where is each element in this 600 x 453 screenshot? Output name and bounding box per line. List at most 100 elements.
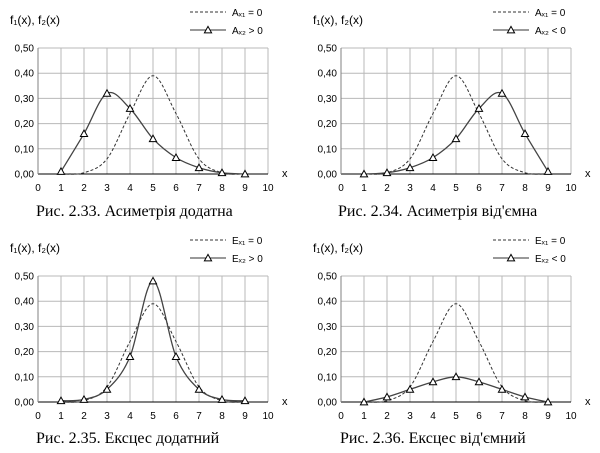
x-tick-label: 3: [407, 411, 413, 422]
x-tick-label: 8: [219, 183, 225, 194]
x-tick-label: 4: [127, 183, 133, 194]
data-point-marker: [171, 152, 181, 161]
y-tick-label: 0,10: [15, 372, 35, 383]
x-tick-label: 2: [81, 183, 87, 194]
y-axis-label: f₁(x), f₂(x): [10, 13, 60, 27]
chart-caption: Рис. 2.33. Асиметрія додатна: [36, 203, 233, 220]
x-tick-label: 5: [453, 183, 459, 194]
y-tick-label: 0,00: [318, 170, 338, 181]
y-tick-label: 0,00: [15, 170, 35, 181]
x-tick-label: 8: [522, 183, 528, 194]
x-tick-label: 6: [173, 183, 179, 194]
x-tick-label: 8: [522, 411, 528, 422]
y-tick-label: 0,40: [15, 69, 35, 80]
y-tick-label: 0,20: [318, 119, 338, 130]
x-tick-label: 7: [499, 183, 505, 194]
data-point-marker: [382, 168, 392, 177]
data-point-marker: [56, 166, 66, 175]
data-point-marker: [382, 392, 392, 401]
series-line-reference: [363, 303, 549, 403]
x-tick-label: 9: [545, 411, 551, 422]
data-point-marker: [79, 394, 89, 403]
legend-marker: [203, 253, 213, 262]
x-tick-label: 0: [35, 183, 41, 194]
y-tick-label: 0,10: [318, 372, 338, 383]
x-tick-label: 7: [196, 183, 202, 194]
y-tick-label: 0,40: [318, 297, 338, 308]
x-axis-label: x: [282, 396, 288, 408]
data-point-marker: [79, 129, 89, 138]
x-tick-label: 0: [338, 183, 344, 194]
x-tick-label: 4: [127, 411, 133, 422]
legend-label: Eₓ₂ > 0: [232, 254, 263, 265]
y-tick-label: 0,40: [15, 297, 35, 308]
data-point-marker: [217, 168, 227, 177]
y-axis-label: f₁(x), f₂(x): [313, 13, 363, 27]
y-tick-label: 0,20: [15, 119, 35, 130]
x-tick-label: 1: [361, 411, 367, 422]
x-tick-label: 5: [150, 411, 156, 422]
legend-label: Eₓ₁ = 0: [232, 236, 263, 247]
x-axis-label: x: [282, 168, 288, 180]
data-point-marker: [171, 352, 181, 361]
data-point-marker: [359, 169, 369, 178]
chart-caption: Рис. 2.34. Асиметрія від'ємна: [338, 203, 538, 220]
data-point-marker: [148, 134, 158, 143]
chart-svg: 0 1 2 3 4 5 6 7 8 9 10 0,00 0,10 0,20 0,30 0,40 0,50 f₁(x…: [313, 8, 591, 194]
data-point-marker: [543, 166, 553, 175]
data-point-marker: [405, 163, 415, 172]
data-point-marker: [451, 372, 461, 381]
data-point-marker: [194, 163, 204, 172]
legend-label: Aₓ₁ = 0: [535, 8, 566, 19]
y-tick-label: 0,30: [15, 322, 35, 333]
data-point-marker: [428, 377, 438, 386]
chart-svg: 0 1 2 3 4 5 6 7 8 9 10 0,00 0,10 0,20 0,30 0,40 0,50 f₁(x…: [10, 8, 288, 194]
chart-panel-asymmetry-negative: 0 1 2 3 4 5 6 7 8 9 10 0,00 0,10 0,20 0,30 0,40 0,50 f₁(x…: [303, 0, 598, 200]
x-tick-label: 6: [173, 411, 179, 422]
y-tick-label: 0,20: [15, 347, 35, 358]
x-tick-label: 4: [430, 411, 436, 422]
data-point-marker: [520, 129, 530, 138]
data-point-marker: [359, 397, 369, 406]
data-point-marker: [520, 392, 530, 401]
chart-svg: 0 1 2 3 4 5 6 7 8 9 10 0,00 0,10 0,20 0,30 0,40 0,50 f₁(x…: [313, 236, 591, 422]
data-point-marker: [102, 88, 112, 97]
series-line-reference: [363, 75, 549, 175]
x-tick-label: 10: [262, 411, 274, 422]
legend-label: Aₓ₁ = 0: [232, 8, 263, 19]
data-point-marker: [428, 152, 438, 161]
data-point-marker: [497, 88, 507, 97]
x-tick-label: 9: [242, 411, 248, 422]
data-point-marker: [405, 384, 415, 393]
legend-marker: [506, 25, 516, 34]
x-tick-label: 5: [150, 183, 156, 194]
x-tick-label: 2: [384, 411, 390, 422]
series-line-reference: [60, 303, 246, 403]
x-tick-label: 1: [58, 183, 64, 194]
chart-panel-kurtosis-positive: 0 1 2 3 4 5 6 7 8 9 10 0,00 0,10 0,20 0,30 0,40 0,50 f₁(x…: [0, 228, 295, 428]
data-point-marker: [102, 384, 112, 393]
y-tick-label: 0,10: [318, 144, 338, 155]
chart-caption: Рис. 2.35. Ексцес додатний: [36, 430, 220, 447]
x-tick-label: 0: [338, 411, 344, 422]
x-tick-label: 7: [499, 411, 505, 422]
y-tick-label: 0,00: [318, 398, 338, 409]
y-axis-label: f₁(x), f₂(x): [10, 241, 60, 255]
legend-marker: [203, 25, 213, 34]
y-tick-label: 0,30: [318, 94, 338, 105]
data-point-marker: [474, 103, 484, 112]
x-tick-label: 3: [104, 411, 110, 422]
chart-panel-asymmetry-positive: 0 1 2 3 4 5 6 7 8 9 10 0,00 0,10 0,20 0,30 0,40 0,50 f₁(x…: [0, 0, 295, 200]
y-tick-label: 0,50: [318, 272, 338, 283]
data-point-marker: [148, 276, 158, 285]
x-tick-label: 3: [104, 183, 110, 194]
data-point-marker: [451, 134, 461, 143]
y-tick-label: 0,00: [15, 398, 35, 409]
y-tick-label: 0,50: [15, 272, 35, 283]
legend-label: Aₓ₂ > 0: [232, 26, 263, 37]
legend-label: Eₓ₂ < 0: [535, 254, 566, 265]
data-point-marker: [240, 169, 250, 178]
y-tick-label: 0,30: [15, 94, 35, 105]
x-axis-label: x: [585, 168, 591, 180]
y-tick-label: 0,40: [318, 69, 338, 80]
